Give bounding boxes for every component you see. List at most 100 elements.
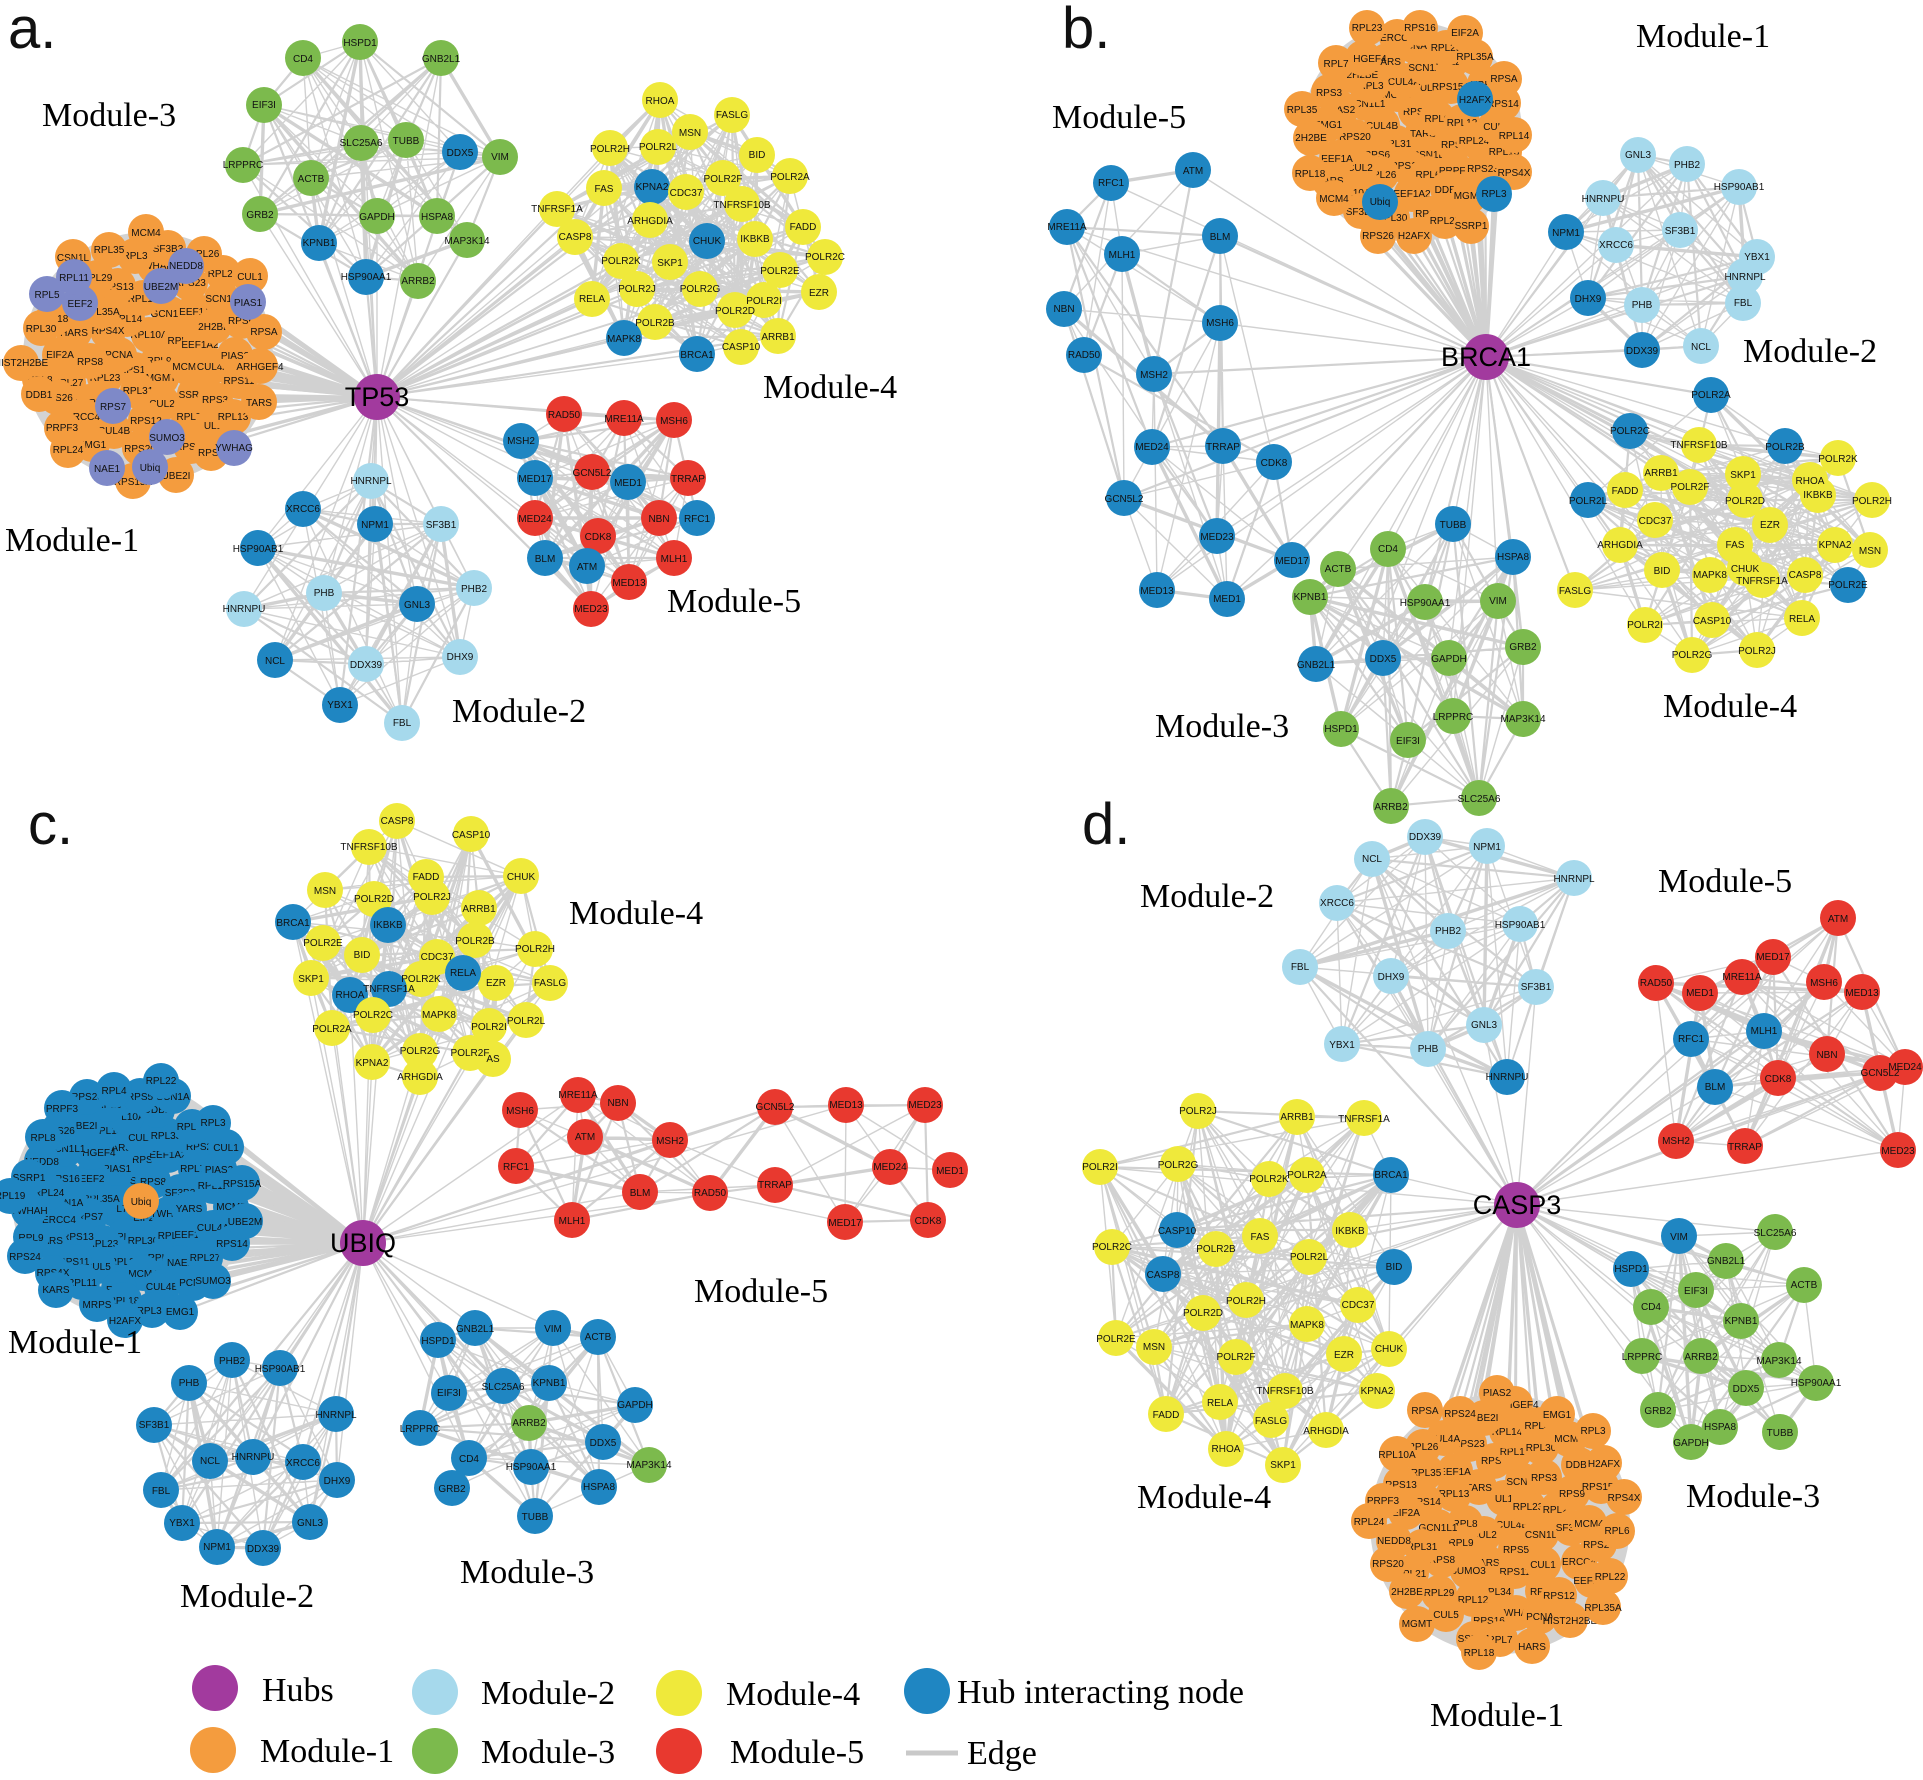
svg-text:ARHGEF4: ARHGEF4 bbox=[1339, 54, 1387, 65]
svg-text:MED13: MED13 bbox=[612, 578, 646, 589]
svg-text:BRCA1: BRCA1 bbox=[276, 918, 310, 929]
svg-text:TRRAP: TRRAP bbox=[671, 474, 705, 485]
svg-text:2H2BE: 2H2BE bbox=[198, 322, 230, 333]
svg-text:PIAS1: PIAS1 bbox=[103, 1164, 132, 1175]
svg-text:HNRNPL: HNRNPL bbox=[1553, 874, 1595, 885]
svg-text:POLR2G: POLR2G bbox=[680, 284, 721, 295]
svg-text:RPL14: RPL14 bbox=[112, 314, 143, 325]
svg-text:MAP3K14: MAP3K14 bbox=[444, 236, 489, 247]
svg-text:GCN5L2: GCN5L2 bbox=[573, 468, 612, 479]
svg-text:DHX9: DHX9 bbox=[447, 652, 474, 663]
svg-text:HSP90AB1: HSP90AB1 bbox=[1495, 920, 1546, 931]
svg-text:POLR2C: POLR2C bbox=[805, 252, 845, 263]
svg-text:DHX9: DHX9 bbox=[324, 1476, 351, 1487]
svg-text:RPL21: RPL21 bbox=[208, 269, 239, 280]
svg-text:XRCC6: XRCC6 bbox=[286, 1458, 320, 1469]
svg-text:RPL3: RPL3 bbox=[1481, 189, 1506, 200]
svg-text:SF3B3: SF3B3 bbox=[153, 244, 184, 255]
svg-text:PCNA: PCNA bbox=[1399, 41, 1427, 52]
svg-text:TARS: TARS bbox=[1410, 129, 1436, 140]
svg-text:PHB: PHB bbox=[1418, 1044, 1439, 1055]
svg-text:RPS24: RPS24 bbox=[1444, 1409, 1476, 1420]
svg-text:RPL7: RPL7 bbox=[176, 412, 201, 423]
svg-text:TNFRSF10B: TNFRSF10B bbox=[1670, 440, 1728, 451]
svg-text:NCL: NCL bbox=[200, 1456, 220, 1467]
svg-text:KPNA2: KPNA2 bbox=[1819, 540, 1852, 551]
svg-text:POLR2I: POLR2I bbox=[1082, 1162, 1118, 1173]
svg-text:MED23: MED23 bbox=[1881, 1146, 1915, 1157]
svg-text:POLR2I: POLR2I bbox=[471, 1022, 507, 1033]
svg-text:ARRB1: ARRB1 bbox=[462, 904, 496, 915]
svg-text:POLR2C: POLR2C bbox=[1092, 1242, 1132, 1253]
svg-text:CUL4B: CUL4B bbox=[1366, 121, 1399, 132]
svg-text:RPL8: RPL8 bbox=[1452, 1519, 1477, 1530]
svg-text:NAE1: NAE1 bbox=[167, 1258, 194, 1269]
svg-text:MAP3K14: MAP3K14 bbox=[1500, 714, 1545, 725]
svg-text:RPL7: RPL7 bbox=[1323, 59, 1348, 70]
svg-text:MSH6: MSH6 bbox=[660, 416, 688, 427]
svg-text:CASP8: CASP8 bbox=[1789, 570, 1822, 581]
svg-text:RPS20: RPS20 bbox=[1372, 1559, 1404, 1570]
svg-text:KPNB1: KPNB1 bbox=[303, 238, 336, 249]
svg-text:RPSA: RPSA bbox=[250, 327, 278, 338]
svg-text:VIM: VIM bbox=[491, 152, 509, 163]
svg-text:RPS4X: RPS4X bbox=[1498, 168, 1531, 179]
svg-text:EEF1A2: EEF1A2 bbox=[1393, 189, 1431, 200]
svg-text:CASP10: CASP10 bbox=[722, 342, 761, 353]
svg-text:CDK8: CDK8 bbox=[585, 532, 612, 543]
svg-text:GAPDH: GAPDH bbox=[1673, 1438, 1709, 1449]
svg-text:RPL5: RPL5 bbox=[34, 290, 59, 301]
svg-text:POLR2C: POLR2C bbox=[353, 1010, 393, 1021]
svg-text:POLR2K: POLR2K bbox=[601, 256, 641, 267]
svg-text:MAPK8: MAPK8 bbox=[607, 334, 641, 345]
svg-text:MSH6: MSH6 bbox=[1206, 318, 1234, 329]
svg-text:EEF2: EEF2 bbox=[67, 299, 92, 310]
svg-text:DHX9: DHX9 bbox=[1378, 972, 1405, 983]
svg-text:CDC37: CDC37 bbox=[670, 188, 703, 199]
svg-text:SCN1A: SCN1A bbox=[1506, 1477, 1540, 1488]
svg-text:NCL: NCL bbox=[1362, 854, 1382, 865]
svg-text:RELA: RELA bbox=[579, 294, 605, 305]
svg-text:MED13: MED13 bbox=[1140, 586, 1174, 597]
svg-text:CDC37: CDC37 bbox=[421, 952, 454, 963]
svg-text:VIM: VIM bbox=[1670, 1232, 1688, 1243]
svg-text:RPL27: RPL27 bbox=[1430, 216, 1461, 227]
svg-text:PCNA: PCNA bbox=[105, 350, 133, 361]
svg-text:POLR2B: POLR2B bbox=[1765, 442, 1805, 453]
svg-text:RPL33: RPL33 bbox=[151, 1131, 182, 1142]
svg-text:CUL4A: CUL4A bbox=[197, 362, 230, 373]
svg-text:RPL34: RPL34 bbox=[137, 1306, 168, 1317]
svg-text:RPS8: RPS8 bbox=[77, 357, 104, 368]
svg-text:RPS3: RPS3 bbox=[1316, 88, 1343, 99]
svg-text:MCM4: MCM4 bbox=[1319, 194, 1349, 205]
svg-text:RPL3: RPL3 bbox=[200, 1118, 225, 1129]
svg-text:UBE2M: UBE2M bbox=[228, 1217, 262, 1228]
svg-text:POLR2H: POLR2H bbox=[1226, 1296, 1266, 1307]
svg-text:CHUK: CHUK bbox=[1731, 564, 1760, 575]
svg-text:RPS15A: RPS15A bbox=[1582, 1482, 1621, 1493]
svg-text:PHB2: PHB2 bbox=[461, 584, 488, 595]
svg-text:RPS20: RPS20 bbox=[71, 1092, 103, 1103]
svg-text:ARRB2: ARRB2 bbox=[1374, 802, 1408, 813]
svg-text:Module-1: Module-1 bbox=[1636, 18, 1770, 55]
svg-text:SKP1: SKP1 bbox=[298, 974, 324, 985]
svg-text:RAD50: RAD50 bbox=[694, 1188, 727, 1199]
svg-text:Module-2: Module-2 bbox=[452, 693, 586, 730]
svg-text:CASP10: CASP10 bbox=[452, 830, 491, 841]
svg-text:TNFRSF1A: TNFRSF1A bbox=[363, 984, 415, 995]
svg-text:ACTB: ACTB bbox=[298, 174, 325, 185]
svg-text:POLR2K: POLR2K bbox=[401, 974, 441, 985]
svg-text:d.: d. bbox=[1082, 792, 1130, 857]
svg-text:PHB: PHB bbox=[314, 588, 335, 599]
svg-text:RPL18: RPL18 bbox=[109, 1296, 140, 1307]
svg-text:RPL26: RPL26 bbox=[1366, 170, 1397, 181]
svg-text:RPS20: RPS20 bbox=[124, 444, 156, 455]
svg-text:POLR2J: POLR2J bbox=[1179, 1106, 1217, 1117]
svg-text:RPL12: RPL12 bbox=[198, 1181, 229, 1192]
svg-text:EIF3I: EIF3I bbox=[252, 100, 276, 111]
svg-text:Module-1: Module-1 bbox=[1430, 1697, 1564, 1734]
svg-text:RPL19: RPL19 bbox=[1500, 1447, 1531, 1458]
svg-text:FASLG: FASLG bbox=[534, 978, 566, 989]
svg-text:SF3B1: SF3B1 bbox=[1665, 226, 1696, 237]
svg-text:MGMT: MGMT bbox=[146, 373, 177, 384]
